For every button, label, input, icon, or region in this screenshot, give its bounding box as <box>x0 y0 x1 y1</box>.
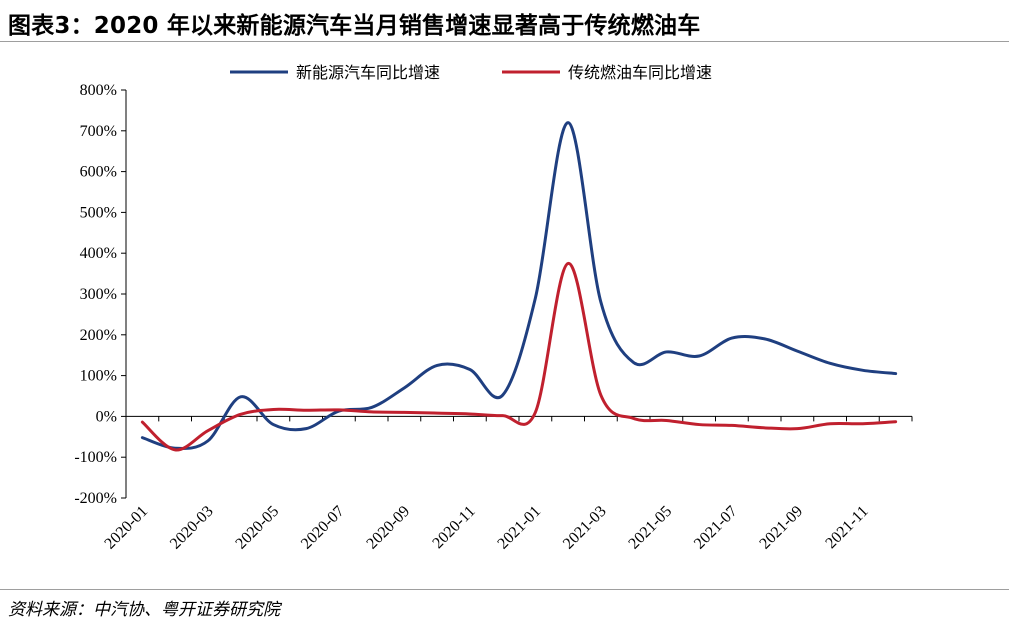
y-tick-label: 100% <box>80 368 117 385</box>
series-line-ice <box>140 261 898 452</box>
x-tick-label: 2020-05 <box>232 503 282 553</box>
x-tick-label: 2020-09 <box>363 503 413 553</box>
source-note: 资料来源：中汽协、粤开证券研究院 <box>8 600 280 620</box>
y-tick-label: 300% <box>80 286 117 303</box>
y-tick-label: -200% <box>74 490 117 507</box>
x-tick-label: 2020-07 <box>298 503 348 553</box>
x-tick-label: 2021-01 <box>494 503 544 553</box>
series-line-nev <box>140 121 898 451</box>
legend-label-ice: 传统燃油车同比增速 <box>568 63 712 82</box>
y-tick-label: 800% <box>80 82 117 99</box>
y-tick-label: -100% <box>74 449 117 466</box>
bottom-divider <box>0 589 1009 590</box>
x-tick-label: 2021-09 <box>756 503 806 553</box>
x-tick-label: 2021-05 <box>625 503 675 553</box>
legend: 新能源汽车同比增速 传统燃油车同比增速 <box>230 63 712 82</box>
x-tick-label: 2021-07 <box>691 503 741 553</box>
x-tick-label: 2020-11 <box>429 503 478 552</box>
chart-title: 图表3：2020 年以来新能源汽车当月销售增速显著高于传统燃油车 <box>8 13 701 39</box>
line-chart: -200% -100% 0% 100% 200% 300% 400% 500% 600% 700%… <box>74 63 913 553</box>
legend-label-nev: 新能源汽车同比增速 <box>296 63 440 82</box>
y-tick-label: 700% <box>80 123 117 140</box>
x-tick-label: 2021-03 <box>560 503 610 553</box>
series-layer <box>140 121 898 452</box>
x-axis: 2020-01 2020-03 2020-05 2020-07 2020-09 2020-… <box>101 415 913 553</box>
top-divider <box>0 41 1009 42</box>
y-axis: -200% -100% 0% 100% 200% 300% 400% 500% 600% 700%… <box>74 82 127 507</box>
y-tick-label: 500% <box>80 204 117 221</box>
x-tick-label: 2020-03 <box>167 503 217 553</box>
y-tick-label: 400% <box>80 245 117 262</box>
x-tick-label: 2021-11 <box>822 503 871 552</box>
y-tick-label: 600% <box>80 164 117 181</box>
x-tick-label: 2020-01 <box>101 503 151 553</box>
y-tick-label: 0% <box>96 408 117 425</box>
y-tick-label: 200% <box>80 327 117 344</box>
